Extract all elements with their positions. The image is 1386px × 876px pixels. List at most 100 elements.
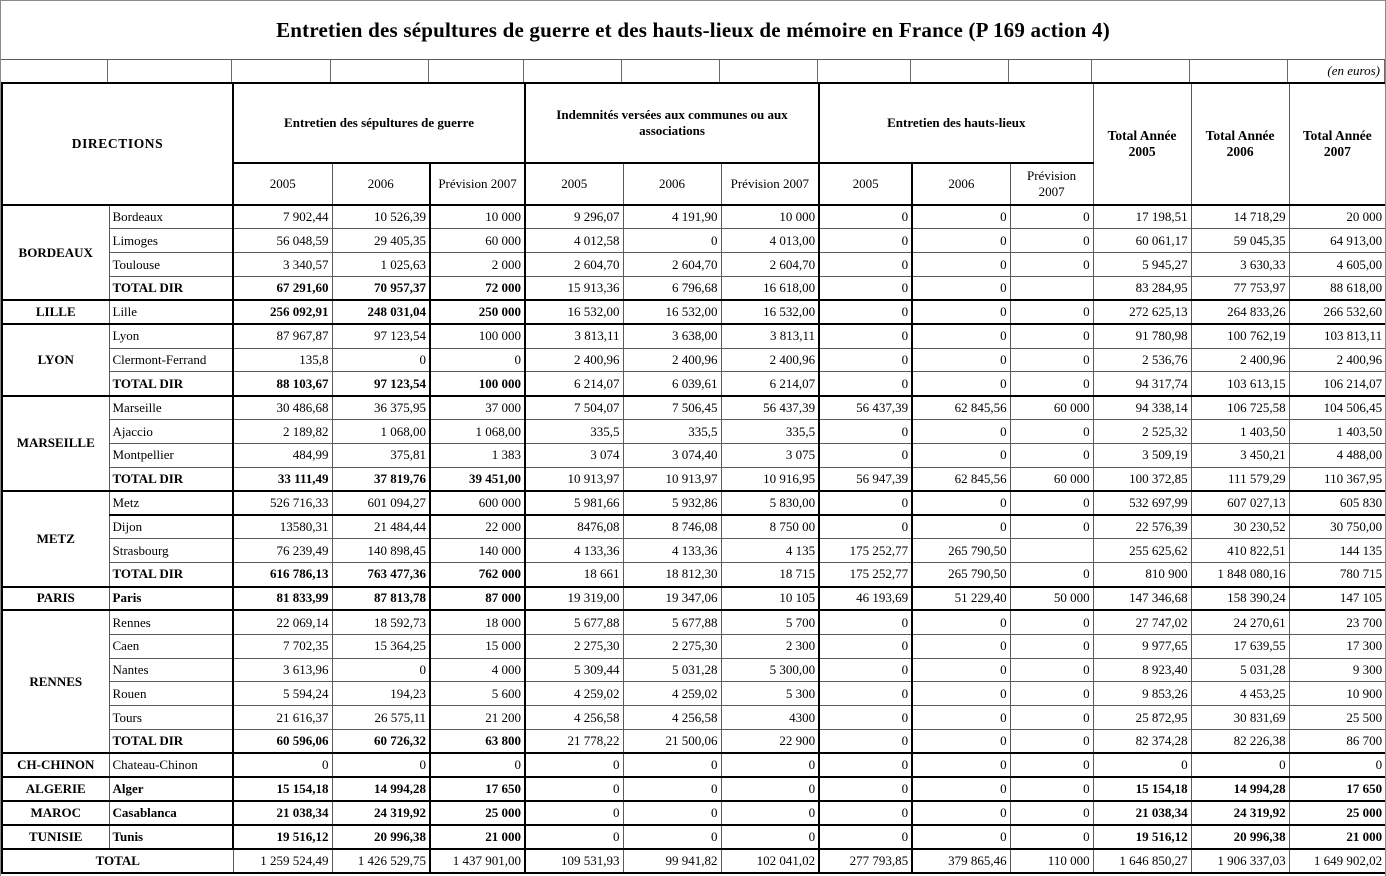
value-cell: 21 000 (429, 824, 527, 850)
value-cell: 607 027,13 (1190, 490, 1290, 516)
value-cell: 87 000 (429, 586, 527, 612)
value-cell: 0 (911, 729, 1011, 755)
value-cell: 56 437,39 (720, 395, 821, 421)
table-row: LYON Lyon 87 967,87 97 123,54 100 000 3 813,1… (1, 323, 1385, 397)
value-cell: 277 793,85 (818, 848, 914, 874)
document-title: Entretien des sépultures de guerre et de… (1, 1, 1385, 60)
value-cell: 0 (1009, 228, 1094, 254)
value-cell: 0 (1009, 609, 1094, 635)
value-cell: 50 000 (1009, 586, 1094, 612)
value-cell: 51 229,40 (911, 586, 1011, 612)
value-cell: 0 (818, 800, 914, 826)
city-label: Chateau-Chinon (108, 752, 234, 779)
value-cell: 18 715 (720, 562, 821, 588)
value-cell: 0 (622, 752, 722, 779)
value-cell: 3 630,33 (1190, 252, 1290, 278)
city-label: Limoges (108, 228, 234, 254)
value-cell: 1 259 524,49 (232, 848, 333, 874)
city-label: Clermont-Ferrand (108, 347, 234, 373)
value-cell: 33 111,49 (232, 466, 333, 493)
value-cell: 21 778,22 (524, 729, 624, 755)
value-cell: 8 750 00 (720, 514, 821, 540)
value-cell: 810 900 (1092, 562, 1192, 588)
value-cell: 0 (1009, 204, 1094, 230)
value-cell: 175 252,77 (818, 562, 914, 588)
total-label: TOTAL (1, 848, 234, 874)
value-cell: 0 (1009, 633, 1094, 659)
value-cell: 248 031,04 (331, 299, 431, 326)
value-cell: 87 813,78 (331, 586, 431, 612)
value-cell: 0 (331, 347, 431, 373)
year-header: Prévision 2007 (429, 162, 527, 206)
city-label: Bordeaux (108, 204, 234, 230)
value-cell: 24 319,92 (331, 800, 431, 826)
value-cell: 46 193,69 (818, 586, 914, 612)
value-cell: 0 (818, 705, 914, 731)
value-cell: 2 400,96 (1288, 347, 1385, 373)
table-row: BORDEAUX Bordeaux 7 902,44 10 526,39 10 000 9… (1, 204, 1385, 302)
direction-label: MAROC (1, 800, 110, 826)
value-cell: 0 (232, 752, 333, 779)
total-dir-label: TOTAL DIR (108, 466, 234, 493)
value-cell: 0 (818, 442, 914, 468)
value-cell: 97 123,54 (331, 371, 431, 397)
value-cell: 0 (818, 776, 914, 803)
value-cell: 99 941,82 (622, 848, 722, 874)
value-cell: 103 613,15 (1190, 371, 1290, 397)
table-row: Montpellier 484,99 375,81 1 383 3 074 3 074,4… (2, 442, 1385, 468)
direction-label: TUNISIE (1, 824, 110, 850)
value-cell: 60 000 (429, 228, 527, 254)
direction-label: PARIS (1, 586, 110, 612)
value-cell: 100 762,19 (1190, 323, 1290, 349)
value-cell: 15 154,18 (232, 776, 333, 803)
city-label: Strasbourg (108, 538, 234, 564)
value-cell: 10 916,95 (720, 466, 821, 493)
direction-label: ALGERIE (1, 776, 110, 803)
value-cell: 0 (1009, 347, 1094, 373)
value-cell: 103 813,11 (1288, 323, 1385, 349)
year-header: Prévision 2007 (1009, 162, 1094, 206)
table-body: BORDEAUX Bordeaux 7 902,44 10 526,39 10 000 9… (1, 204, 1385, 874)
value-cell: 21 000 (1288, 824, 1385, 850)
value-cell: 60 596,06 (232, 729, 333, 755)
value-cell: 0 (1009, 824, 1094, 850)
value-cell: 106 725,58 (1190, 395, 1290, 421)
unit-row-cell (524, 60, 622, 82)
table-row: TOTAL DIR 67 291,60 70 957,37 72 000 15 913,… (2, 276, 1385, 302)
value-cell: 2 604,70 (720, 252, 821, 278)
value-cell: 8 746,08 (622, 514, 722, 540)
city-label: Montpellier (108, 442, 234, 468)
table-row: MAROC Casablanca 21 038,34 24 319,92 25 000 0… (1, 800, 1385, 826)
value-cell: 532 697,99 (1092, 490, 1192, 516)
value-cell: 5 677,88 (622, 609, 722, 635)
value-cell: 82 226,38 (1190, 729, 1290, 755)
value-cell: 2 604,70 (622, 252, 722, 278)
direction-label: CH-CHINON (1, 752, 110, 779)
value-cell: 25 500 (1288, 705, 1385, 731)
value-cell: 0 (622, 824, 722, 850)
value-cell: 29 405,35 (331, 228, 431, 254)
value-cell: 23 700 (1288, 609, 1385, 635)
direction-label: MARSEILLE (1, 395, 110, 493)
value-cell: 0 (429, 347, 527, 373)
value-cell: 5 677,88 (524, 609, 624, 635)
value-cell: 4 013,00 (720, 228, 821, 254)
value-cell: 3 074 (524, 442, 624, 468)
value-cell: 56 947,39 (818, 466, 914, 493)
value-cell: 0 (1009, 323, 1094, 349)
value-cell: 3 638,00 (622, 323, 722, 349)
value-cell: 4 259,02 (622, 681, 722, 707)
value-cell: 1 383 (429, 442, 527, 468)
value-cell: 17 650 (429, 776, 527, 803)
value-cell: 144 135 (1288, 538, 1385, 564)
year-header: 2006 (331, 162, 431, 206)
value-cell: 100 372,85 (1092, 466, 1192, 493)
value-cell: 0 (818, 228, 914, 254)
value-cell: 4300 (720, 705, 821, 731)
value-cell: 8 923,40 (1092, 657, 1192, 683)
value-cell: 2 189,82 (232, 419, 333, 444)
value-cell: 94 338,14 (1092, 395, 1192, 421)
value-cell: 0 (1288, 752, 1385, 779)
value-cell: 7 702,35 (232, 633, 333, 659)
value-cell: 0 (1009, 657, 1094, 683)
